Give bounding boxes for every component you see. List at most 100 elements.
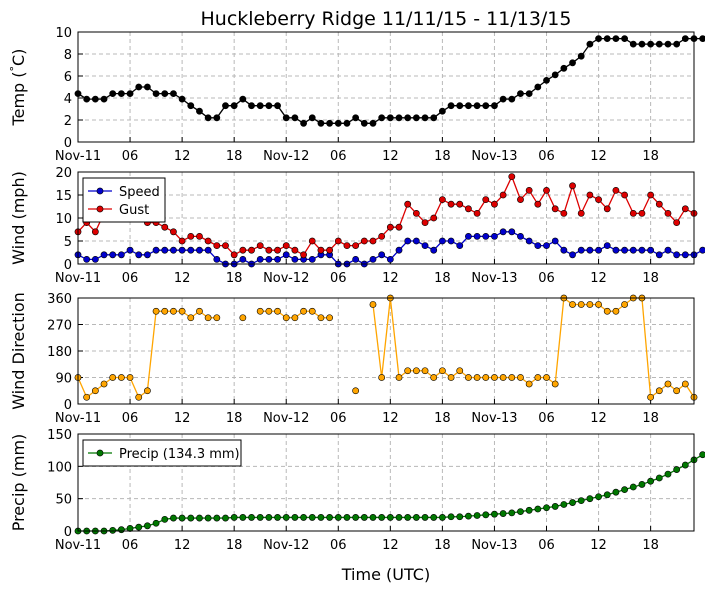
legend-label: Speed [119,185,160,200]
data-point [395,374,403,381]
data-point [326,119,334,127]
data-point [274,255,281,263]
data-point [629,209,637,217]
data-point [109,251,117,259]
data-point [447,102,455,110]
x-tick-label: 18 [642,149,659,164]
data-point [187,314,195,322]
data-point [543,242,550,249]
data-point [629,483,637,491]
data-point [282,114,290,122]
data-point [551,380,559,388]
data-point [317,246,325,254]
data-point [282,314,290,322]
y-tick-label: 150 [47,428,72,443]
data-point [699,35,705,42]
data-point [551,237,559,245]
data-point [300,514,307,521]
data-point [621,35,628,42]
y-tick-label: 360 [47,292,72,307]
data-point [508,173,516,180]
data-point [274,102,281,110]
panels-group: 0 2 4 6 8 10 Nov-11 06 12 18 Nov-12 06 12 18 Nov-13 06 1… [8,26,705,553]
data-point [196,107,203,115]
x-tick-label: 12 [382,538,399,553]
data-point [204,114,212,122]
x-tick-label: Nov-11 [55,149,101,164]
data-point [334,237,342,245]
x-tick-label: 06 [330,411,347,426]
data-point [404,367,412,375]
data-point [222,242,229,249]
data-point [326,314,334,322]
y-tick-label: 8 [64,48,72,63]
data-point [491,510,498,518]
x-axis-label: Time (UTC) [341,565,430,584]
x-tick-label: 12 [382,411,399,426]
data-point [655,474,663,482]
data-point [378,114,386,122]
data-point [543,77,550,84]
data-point [117,251,125,259]
y-axis-label-unit: C) [9,49,28,66]
data-point [126,525,134,532]
data-point [308,514,316,521]
data-point [360,514,368,521]
data-point [647,246,655,254]
x-tick-label: Nov-11 [55,411,101,426]
data-point [144,387,151,395]
temp-panel: 0 2 4 6 8 10 Nov-11 06 12 18 Nov-12 06 12 18 Nov-13 06 1… [8,26,705,164]
data-point [560,246,568,254]
data-point [91,228,99,236]
data-point [265,246,273,254]
y-axis-label-main: Temp ( [9,71,28,126]
data-point [421,514,429,521]
data-point [100,95,108,103]
x-tick-label: 06 [122,538,139,553]
data-point [187,246,195,254]
data-point [508,95,516,103]
data-point [265,307,273,315]
x-tick-label: Nov-13 [471,271,517,286]
data-point [100,251,108,259]
direction-y-axis-label: Wind Direction [9,292,28,410]
data-point [421,242,429,249]
data-point [282,251,290,259]
direction-panel: 0 90 180 270 360 Nov-11 06 12 18 Nov-12 06 12 18 Nov-… [9,292,698,426]
data-point [534,83,542,91]
data-point [282,514,290,521]
series-temp [74,35,705,127]
x-tick-label: 12 [382,271,399,286]
data-point [629,246,637,254]
data-point [499,374,507,381]
data-point [308,237,316,245]
data-point [499,191,507,199]
data-point [655,251,663,259]
y-tick-label: 4 [64,92,72,107]
data-point [360,237,368,245]
data-point [534,505,542,513]
data-point [204,314,212,322]
data-point [664,40,672,48]
data-point [395,514,403,521]
x-tick-label: 12 [590,271,607,286]
axes-frame [77,171,695,265]
data-point [239,514,247,521]
data-point [91,255,99,263]
data-point [525,380,533,388]
data-point [378,251,386,259]
data-point [343,514,351,521]
data-point [308,255,316,263]
x-tick-label: Nov-11 [55,271,101,286]
data-point [595,35,602,42]
data-point [386,114,394,122]
x-tick-label: Nov-12 [263,411,309,426]
data-point [222,102,229,110]
data-point [638,481,646,488]
data-point [274,246,281,254]
axes-frame [77,433,695,532]
data-point [144,83,151,91]
data-point [465,205,472,213]
data-point [360,119,368,127]
data-point [603,491,611,499]
